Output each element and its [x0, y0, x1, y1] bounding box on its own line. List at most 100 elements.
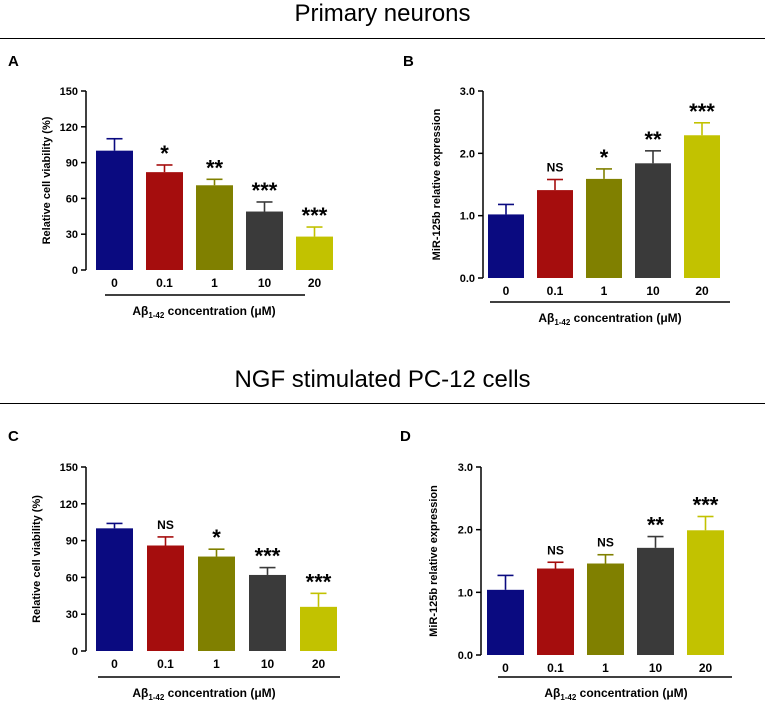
x-tick-label: 0 — [111, 276, 118, 290]
bar — [300, 606, 337, 651]
significance-label: NS — [547, 161, 564, 175]
x-axis-label-main: Aβ — [132, 304, 148, 318]
x-tick-label: 0.1 — [547, 661, 564, 675]
x-axis-label: Aβ1-42 concentration (μM) — [132, 304, 275, 320]
bar — [249, 574, 286, 651]
significance-label: NS — [157, 518, 174, 532]
bar — [537, 568, 574, 655]
x-axis-label-subscript: 1-42 — [148, 311, 165, 320]
y-tick-label: 60 — [66, 193, 78, 205]
panel-letter: D — [400, 428, 411, 445]
bar — [586, 178, 622, 278]
x-tick-label: 10 — [649, 661, 663, 675]
bar — [96, 150, 133, 270]
bar — [684, 135, 720, 278]
bar — [147, 545, 184, 651]
y-tick-label: 2.0 — [460, 148, 475, 160]
y-tick-label: 3.0 — [460, 86, 475, 98]
x-tick-label: 1 — [601, 284, 608, 298]
x-tick-label: 0.1 — [157, 657, 174, 671]
significance-label: *** — [252, 178, 278, 203]
significance-label: ** — [647, 513, 665, 538]
section-title-pc12: NGF stimulated PC-12 cells — [234, 366, 531, 393]
significance-label: *** — [689, 99, 715, 124]
bar — [198, 556, 235, 651]
significance-label: NS — [597, 536, 614, 550]
y-tick-label: 2.0 — [458, 525, 473, 537]
y-tick-label: 1.0 — [460, 211, 475, 223]
panel-letter: A — [8, 53, 19, 70]
x-axis-label-main: Aβ — [538, 311, 554, 325]
panel-letter: B — [403, 53, 414, 70]
x-tick-label: 0.1 — [547, 284, 564, 298]
x-axis-label-rest: concentration (μM) — [576, 686, 687, 700]
bar — [687, 530, 724, 655]
x-tick-label: 0.1 — [156, 276, 173, 290]
x-axis-label: Aβ1-42 concentration (μM) — [132, 686, 275, 702]
significance-label: * — [160, 141, 169, 166]
x-axis-label-subscript: 1-42 — [560, 693, 577, 702]
y-tick-label: 90 — [66, 158, 78, 170]
x-axis-label-main: Aβ — [132, 686, 148, 700]
section-title-primary-neurons: Primary neurons — [294, 0, 471, 27]
y-tick-label: 1.0 — [458, 587, 473, 599]
y-tick-label: 150 — [60, 462, 78, 474]
y-axis-label: Relative cell viability (%) — [41, 116, 53, 244]
y-tick-label: 30 — [66, 609, 78, 621]
x-tick-label: 20 — [695, 284, 709, 298]
y-tick-label: 120 — [60, 499, 78, 511]
bar — [637, 547, 674, 655]
x-axis-label-rest: concentration (μM) — [164, 304, 275, 318]
y-tick-label: 0 — [72, 646, 78, 658]
significance-label: * — [600, 145, 609, 170]
bar — [487, 589, 524, 655]
x-tick-label: 0 — [111, 657, 118, 671]
significance-label: ** — [206, 155, 224, 180]
y-tick-label: 150 — [60, 86, 78, 98]
bar — [146, 172, 183, 270]
panel-letter: C — [8, 428, 19, 445]
y-tick-label: 3.0 — [458, 462, 473, 474]
y-tick-label: 90 — [66, 536, 78, 548]
y-tick-label: 30 — [66, 229, 78, 241]
bar — [96, 528, 133, 651]
bar — [635, 163, 671, 278]
x-tick-label: 1 — [213, 657, 220, 671]
x-tick-label: 10 — [258, 276, 272, 290]
x-axis-label-subscript: 1-42 — [554, 318, 571, 327]
x-tick-label: 1 — [602, 661, 609, 675]
panel-a: A 0 30 60 90 120 150 Relative cell viability (%… — [8, 53, 333, 320]
section-divider-bottom — [0, 403, 765, 404]
x-tick-label: 0 — [503, 284, 510, 298]
y-tick-label: 0 — [72, 265, 78, 277]
x-tick-label: 0 — [502, 661, 509, 675]
bar — [587, 563, 624, 655]
x-tick-label: 10 — [261, 657, 275, 671]
x-axis-label-rest: concentration (μM) — [570, 311, 681, 325]
x-axis-label: Aβ1-42 concentration (μM) — [544, 686, 687, 702]
y-tick-label: 0.0 — [460, 273, 475, 285]
y-tick-label: 0.0 — [458, 650, 473, 662]
significance-label: * — [212, 525, 221, 550]
significance-label: *** — [306, 569, 332, 594]
x-tick-label: 20 — [308, 276, 322, 290]
y-tick-label: 120 — [60, 122, 78, 134]
significance-label: NS — [547, 543, 564, 557]
significance-label: *** — [693, 493, 719, 518]
panel-b: B 0.0 1.0 2.0 3.0 MiR-125b relative expressio… — [403, 53, 730, 327]
y-tick-label: 60 — [66, 572, 78, 584]
x-tick-label: 20 — [312, 657, 326, 671]
significance-label: ** — [644, 127, 662, 152]
significance-label: *** — [255, 544, 281, 569]
y-axis-label: Relative cell viability (%) — [31, 495, 43, 623]
bar — [196, 185, 233, 270]
bar — [488, 214, 524, 278]
significance-label: *** — [302, 203, 328, 228]
y-axis-label: MiR-125b relative expression — [428, 485, 440, 637]
x-axis-label-rest: concentration (μM) — [164, 686, 275, 700]
bar — [537, 190, 573, 278]
x-axis-label-main: Aβ — [544, 686, 560, 700]
x-tick-label: 20 — [699, 661, 713, 675]
section-divider-top — [0, 38, 765, 39]
